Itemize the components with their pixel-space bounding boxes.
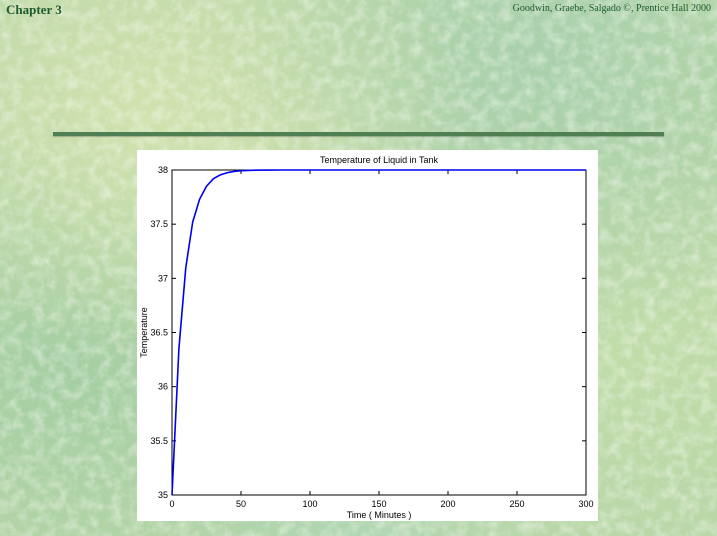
temperature-series-line <box>171 169 586 496</box>
axis-ticks: 0 50 100 150 200 250 300 35 35.5 36 36.5 37 37.5 38 <box>150 165 593 509</box>
chapter-heading: Chapter 3 <box>6 2 62 17</box>
x-tick-label: 50 <box>236 499 246 509</box>
y-tick-label: 37 <box>158 273 168 283</box>
y-tick-label: 36.5 <box>150 328 168 338</box>
x-tick-label: 250 <box>509 499 524 509</box>
author-credit: Goodwin, Graebe, Salgado ©, Prentice Hal… <box>512 3 711 14</box>
y-tick-label: 37.5 <box>150 219 168 229</box>
y-tick-label: 36 <box>158 382 168 392</box>
y-tick-label: 35.5 <box>150 436 168 446</box>
x-tick-label: 0 <box>169 499 174 509</box>
chart-title: Temperature of Liquid in Tank <box>320 155 438 165</box>
y-tick-label: 35 <box>158 490 168 500</box>
x-tick-label: 150 <box>371 499 386 509</box>
y-axis-label: Temperature <box>139 307 149 358</box>
x-tick-label: 300 <box>578 499 593 509</box>
y-tick-label: 38 <box>158 165 168 175</box>
series-layer <box>171 169 586 496</box>
line-chart: 0 50 100 150 200 250 300 35 35.5 36 36.5 37 37.5 38 T… <box>139 155 594 520</box>
divider-rule <box>53 132 664 136</box>
figure-panel: 0 50 100 150 200 250 300 35 35.5 36 36.5 37 37.5 38 T… <box>137 150 598 521</box>
x-tick-label: 100 <box>302 499 317 509</box>
plot-area <box>171 169 587 496</box>
x-axis-label: Time ( Minutes ) <box>347 510 412 520</box>
x-tick-label: 200 <box>440 499 455 509</box>
